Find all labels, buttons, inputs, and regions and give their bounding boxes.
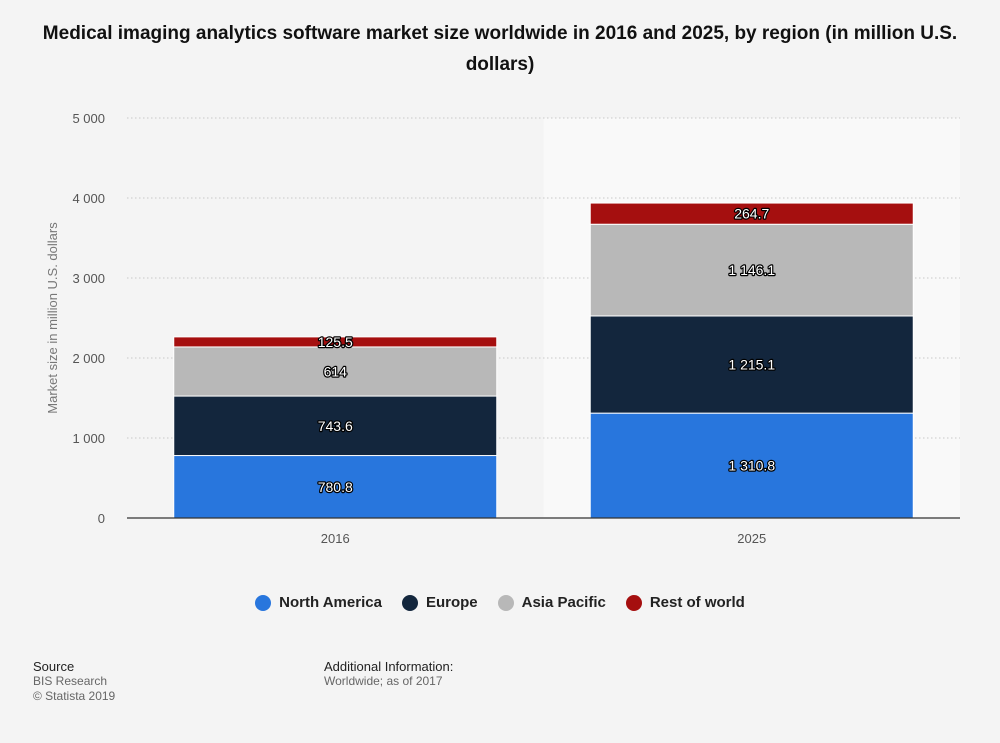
legend-label: Rest of world xyxy=(649,594,745,611)
legend-label: Europe xyxy=(425,594,478,611)
additional-info-block: Additional Information: Worldwide; as of… xyxy=(324,659,453,689)
legend-swatch xyxy=(255,594,272,611)
y-tick-label: 5 000 xyxy=(72,111,105,126)
legend-label: North America xyxy=(279,594,382,611)
bar-segment xyxy=(173,336,498,348)
legend-swatch xyxy=(401,594,418,611)
data-label: 1 146.1 xyxy=(728,262,775,278)
bar-segment xyxy=(589,202,914,225)
source-block: Source BIS Research © Statista 2019 xyxy=(33,659,115,704)
data-label: 780.8 xyxy=(318,479,353,495)
data-label: 264.7 xyxy=(734,206,769,222)
data-label: 1 310.8 xyxy=(728,458,775,474)
data-label: 743.6 xyxy=(318,418,353,434)
bar-segment xyxy=(589,412,914,519)
chart-title: Medical imaging analytics software marke… xyxy=(42,23,958,75)
legend-swatch xyxy=(497,594,514,611)
x-tick-label: 2025 xyxy=(737,531,766,546)
y-tick-label: 3 000 xyxy=(72,271,105,286)
data-label: 614 xyxy=(324,363,348,379)
bar-segment xyxy=(173,346,498,397)
bar-segment xyxy=(173,455,498,519)
y-tick-label: 2 000 xyxy=(72,351,105,366)
y-axis-title: Market size in million U.S. dollars xyxy=(45,222,60,414)
data-label: 125.5 xyxy=(318,334,353,350)
legend-item[interactable]: Europe xyxy=(401,594,478,611)
chart-legend: North America Europe Asia Pacific Rest of w… xyxy=(0,594,1000,611)
bar-segment xyxy=(589,315,914,414)
legend-item[interactable]: Asia Pacific xyxy=(497,594,606,611)
data-label: 1 215.1 xyxy=(728,357,775,373)
additional-info-heading: Additional Information: xyxy=(324,659,454,674)
bar-segment xyxy=(173,395,498,457)
x-tick-label: 2016 xyxy=(321,531,350,546)
additional-info-text: Worldwide; as of 2017 xyxy=(324,674,443,688)
y-tick-label: 4 000 xyxy=(72,191,105,206)
source-name[interactable]: BIS Research xyxy=(33,674,108,688)
copyright: © Statista 2019 xyxy=(33,689,116,703)
legend-swatch xyxy=(625,594,642,611)
y-tick-label: 0 xyxy=(98,511,105,526)
legend-label: Asia Pacific xyxy=(521,594,606,611)
legend-item[interactable]: Rest of world xyxy=(625,594,745,611)
y-tick-label: 1 000 xyxy=(72,431,105,446)
bar-segment xyxy=(589,223,914,317)
source-heading: Source xyxy=(33,659,75,674)
legend-item[interactable]: North America xyxy=(255,594,382,611)
